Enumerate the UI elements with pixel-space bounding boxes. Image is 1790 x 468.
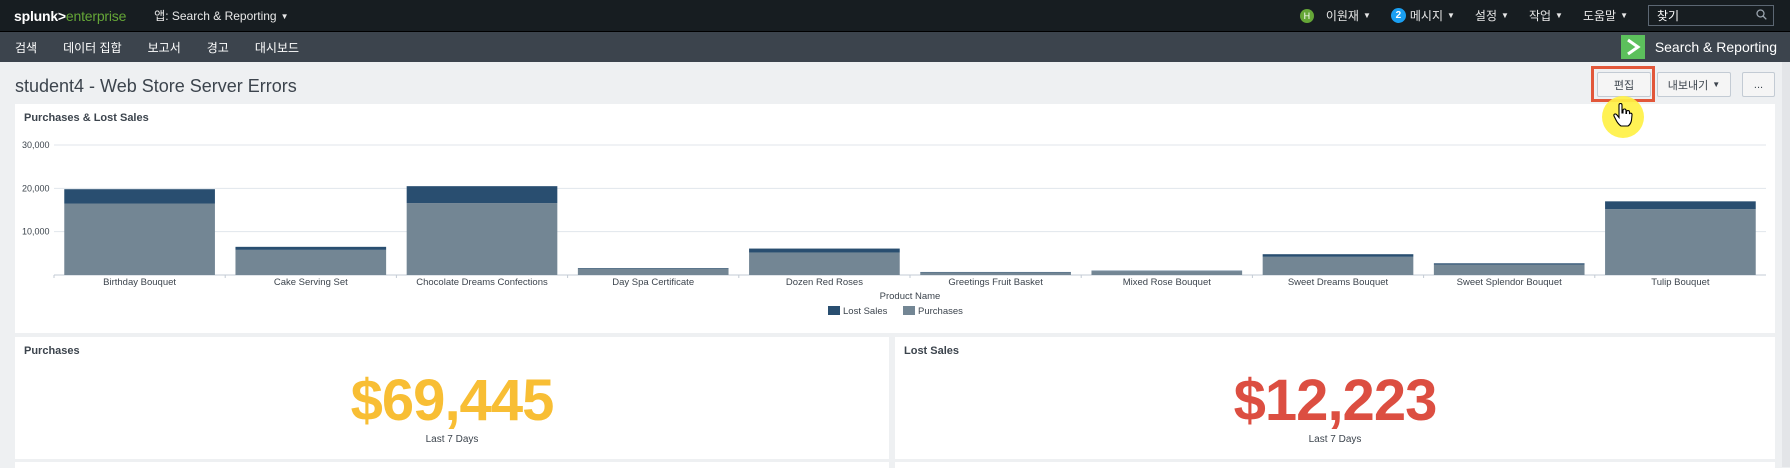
legend-swatch: [903, 306, 915, 315]
user-avatar-icon: H: [1300, 9, 1314, 23]
bar-lost-sales: [407, 186, 558, 203]
caret-down-icon: ▼: [281, 12, 289, 21]
logo-sub: enterprise: [66, 8, 126, 24]
lost-sales-panel-title: Lost Sales: [904, 345, 959, 357]
y-tick-label: 20,000: [22, 183, 50, 193]
x-tick-label: Dozen Red Roses: [786, 277, 863, 288]
user-name: 이원재: [1326, 7, 1359, 24]
app-chevron-icon: [1621, 35, 1645, 59]
bar-purchases: [749, 252, 900, 275]
user-menu[interactable]: H 이원재 ▼: [1300, 7, 1371, 24]
app-bar: 검색 데이터 집합 보고서 경고 대시보드 Search & Reporting: [0, 32, 1790, 62]
hand-pointer-icon: [1613, 103, 1633, 127]
lost-sales-panel: Lost Sales $12,223 Last 7 Days: [895, 337, 1775, 459]
x-tick-label: Mixed Rose Bouquet: [1123, 277, 1212, 288]
nav-reports[interactable]: 보고서: [148, 39, 181, 56]
export-button[interactable]: 내보내기 ▼: [1657, 72, 1731, 97]
bar-lost-sales: [749, 249, 900, 253]
panel-below-left: [15, 462, 889, 468]
bar-lost-sales: [1434, 263, 1585, 264]
purchases-caption: Last 7 Days: [15, 434, 889, 445]
bar-purchases: [1263, 257, 1414, 275]
app-brand[interactable]: Search & Reporting: [1621, 35, 1777, 59]
logo-main: splunk>: [14, 8, 66, 24]
top-right-menus: H 이원재 ▼ 2 메시지 ▼ 설정 ▼ 작업 ▼ 도움말 ▼: [1300, 0, 1790, 31]
app-menu[interactable]: 앱: Search & Reporting ▼: [154, 7, 288, 24]
messages-count-badge: 2: [1391, 8, 1406, 23]
page-scrollbar[interactable]: [1782, 62, 1790, 467]
x-axis-title: Product Name: [880, 291, 941, 302]
x-tick-label: Sweet Splendor Bouquet: [1457, 277, 1562, 288]
top-navigation-bar: splunk>enterprise 앱: Search & Reporting ▼…: [0, 0, 1790, 32]
settings-menu[interactable]: 설정 ▼: [1475, 7, 1509, 24]
messages-label: 메시지: [1410, 7, 1443, 24]
bar-lost-sales: [1605, 201, 1756, 209]
bar-purchases: [64, 204, 215, 276]
dashboard-title: student4 - Web Store Server Errors: [15, 76, 297, 97]
bar-purchases: [1434, 265, 1585, 275]
settings-label: 설정: [1475, 7, 1497, 24]
find-input[interactable]: [1655, 8, 1749, 24]
y-tick-label: 10,000: [22, 227, 50, 237]
x-tick-label: Birthday Bouquet: [103, 277, 176, 288]
caret-down-icon: ▼: [1447, 11, 1455, 20]
help-menu[interactable]: 도움말 ▼: [1583, 7, 1628, 24]
x-tick-label: Chocolate Dreams Confections: [416, 277, 548, 288]
lost-sales-value: $12,223: [895, 367, 1775, 434]
bar-purchases: [407, 203, 558, 275]
purchases-value: $69,445: [15, 367, 889, 434]
bar-purchases: [1605, 209, 1756, 275]
export-label: 내보내기: [1668, 77, 1708, 93]
x-tick-label: Cake Serving Set: [274, 277, 348, 288]
help-label: 도움말: [1583, 7, 1616, 24]
caret-down-icon: ▼: [1555, 11, 1563, 20]
bar-lost-sales: [1263, 254, 1414, 257]
lost-sales-caption: Last 7 Days: [895, 434, 1775, 445]
legend-swatch: [828, 306, 840, 315]
bar-purchases: [920, 272, 1071, 275]
activity-label: 작업: [1529, 7, 1551, 24]
bar-lost-sales: [235, 247, 386, 250]
nav-alerts[interactable]: 경고: [207, 39, 229, 56]
caret-down-icon: ▼: [1363, 11, 1371, 20]
nav-dashboards[interactable]: 대시보드: [255, 39, 299, 56]
app-menu-label: 앱: Search & Reporting: [154, 9, 276, 23]
search-icon[interactable]: [1756, 9, 1767, 20]
find-box: [1648, 5, 1774, 26]
x-tick-label: Day Spa Certificate: [612, 277, 694, 288]
x-tick-label: Sweet Dreams Bouquet: [1288, 277, 1389, 288]
more-button[interactable]: ...: [1742, 72, 1775, 97]
caret-down-icon: ▼: [1501, 11, 1509, 20]
app-name: Search & Reporting: [1655, 39, 1777, 55]
messages-menu[interactable]: 2 메시지 ▼: [1391, 7, 1455, 24]
bar-purchases: [1091, 271, 1242, 275]
bar-purchases: [578, 269, 729, 276]
y-tick-label: 30,000: [22, 140, 50, 150]
x-tick-label: Tulip Bouquet: [1651, 277, 1710, 288]
splunk-logo[interactable]: splunk>enterprise: [14, 8, 126, 24]
legend-label: Purchases: [918, 306, 963, 317]
nav-datasets[interactable]: 데이터 집합: [63, 39, 122, 56]
panel-below-right: [895, 462, 1775, 468]
activity-menu[interactable]: 작업 ▼: [1529, 7, 1563, 24]
caret-down-icon: ▼: [1620, 11, 1628, 20]
stacked-bar-chart: 10,000 20,000 30,000 Birthday Bouquet Cake S…: [15, 104, 1775, 333]
purchases-panel: Purchases $69,445 Last 7 Days: [15, 337, 889, 459]
purchases-panel-title: Purchases: [24, 345, 80, 357]
x-tick-label: Greetings Fruit Basket: [948, 277, 1043, 288]
legend-label: Lost Sales: [843, 306, 888, 317]
caret-down-icon: ▼: [1712, 80, 1720, 89]
bar-purchases: [235, 250, 386, 275]
bar-lost-sales: [64, 189, 215, 203]
nav-search[interactable]: 검색: [15, 39, 37, 56]
